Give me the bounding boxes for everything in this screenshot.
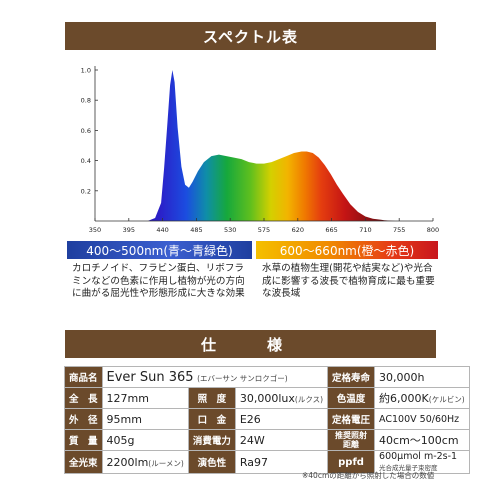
x-tick-label: 440 bbox=[156, 226, 168, 234]
spec-value: Ra97 bbox=[234, 450, 329, 474]
spec-value: 約6,000K(ケルビン) bbox=[374, 387, 470, 409]
y-tick-label: 0.2 bbox=[81, 187, 91, 195]
spectrum-title-banner: スペクトル表 bbox=[65, 22, 436, 50]
spec-label: 消費電力 bbox=[187, 429, 236, 451]
x-tick-label: 350 bbox=[89, 226, 101, 234]
spec-value: 600μmol m-2s-1 光合成光量子束密度 bbox=[374, 450, 470, 474]
blue-band-label: 400〜500nm(青〜青緑色) bbox=[67, 241, 252, 259]
red-band-text: 600〜660nm(橙〜赤色) bbox=[279, 243, 415, 258]
illuminance-unit: (ルクス) bbox=[294, 394, 324, 404]
ppfd-value: 600μmol m-2s-1 bbox=[379, 451, 458, 462]
spec-title-banner: 仕 様 bbox=[65, 330, 436, 358]
spec-value: 30,000lux(ルクス) bbox=[234, 387, 329, 409]
spec-label: 外 径 bbox=[64, 408, 103, 430]
blue-band-description: カロチノイド、フラビン蛋白、リボフラミンなどの色素に作用し植物が光の方向に曲がる… bbox=[72, 263, 245, 299]
ppfd-caption: 光合成光量子束密度 bbox=[379, 464, 438, 472]
spec-value: 30,000h bbox=[374, 366, 470, 388]
spectrum-chart-svg: 0.2 0.4 0.6 0.8 1.0 350 395 440 485 530 575 620 665 7… bbox=[81, 66, 439, 234]
spec-label: 全光束 bbox=[64, 450, 103, 474]
table-row: 質 量 405g 消費電力 24W 推奨照射距離 40cm〜100cm bbox=[64, 429, 470, 451]
spec-value: 127mm bbox=[101, 387, 189, 409]
product-name: Ever Sun 365 bbox=[106, 369, 194, 385]
spec-value: 95mm bbox=[101, 408, 189, 430]
illuminance-value: 30,000lux bbox=[239, 391, 295, 405]
x-tick-label: 395 bbox=[123, 226, 135, 234]
x-tick-label: 575 bbox=[258, 226, 270, 234]
color-temp-value: 約6,000K bbox=[379, 392, 429, 405]
product-name-reading: (エバーサン サンロクゴー) bbox=[197, 373, 288, 383]
spec-value: Ever Sun 365 (エバーサン サンロクゴー) bbox=[101, 366, 329, 388]
luminous-flux-unit: (ルーメン) bbox=[148, 458, 184, 468]
spec-label: 色温度 bbox=[327, 387, 376, 409]
luminous-flux-value: 2200lm bbox=[106, 455, 149, 469]
x-tick-label: 755 bbox=[393, 226, 405, 234]
x-tick-label: 665 bbox=[325, 226, 337, 234]
y-tick-label: 0.6 bbox=[81, 127, 91, 135]
spectrum-area bbox=[95, 70, 433, 221]
red-band-label: 600〜660nm(橙〜赤色) bbox=[256, 241, 438, 259]
x-tick-label: 800 bbox=[427, 226, 439, 234]
color-temp-unit: (ケルビン) bbox=[428, 395, 465, 404]
spectrum-title: スペクトル表 bbox=[203, 27, 298, 46]
footnote: ※40cmの距離から照射した場合の数値 bbox=[302, 471, 435, 480]
spec-label: 全 長 bbox=[64, 387, 103, 409]
table-row: 全光束 2200lm(ルーメン) 演色性 Ra97 ppfd 600μmol m… bbox=[64, 450, 470, 474]
spectrum-chart: 0.2 0.4 0.6 0.8 1.0 350 395 440 485 530 575 620 665 7… bbox=[65, 60, 445, 240]
table-row: 全 長 127mm 照 度 30,000lux(ルクス) 色温度 約6,000K… bbox=[64, 387, 470, 409]
table-row: 外 径 95mm 口 金 E26 定格電圧 AC100V 50/60Hz bbox=[64, 408, 470, 430]
spec-value: E26 bbox=[234, 408, 329, 430]
x-tick-label: 530 bbox=[224, 226, 236, 234]
x-tick-label: 485 bbox=[190, 226, 202, 234]
y-tick-label: 0.4 bbox=[81, 157, 91, 165]
spec-label: 照 度 bbox=[187, 387, 236, 409]
spec-value: 40cm〜100cm bbox=[374, 429, 470, 451]
spec-table: 商品名 Ever Sun 365 (エバーサン サンロクゴー) 定格寿命 30,… bbox=[64, 366, 470, 474]
table-row: 商品名 Ever Sun 365 (エバーサン サンロクゴー) 定格寿命 30,… bbox=[64, 366, 470, 388]
y-tick-label: 0.8 bbox=[81, 97, 91, 105]
spec-label: ppfd bbox=[327, 450, 376, 474]
spec-label: 定格電圧 bbox=[327, 408, 376, 430]
x-tick-label: 710 bbox=[359, 226, 371, 234]
y-tick-label: 1.0 bbox=[81, 67, 91, 75]
spec-label: 演色性 bbox=[187, 450, 236, 474]
spec-value: 405g bbox=[101, 429, 189, 451]
spec-value: 2200lm(ルーメン) bbox=[101, 450, 189, 474]
red-band-description: 水草の植物生理(開花や結実など)や光合成に影響する波長で植物育成に最も重要な波長… bbox=[262, 263, 435, 299]
spec-label: 商品名 bbox=[64, 366, 103, 388]
spec-label: 定格寿命 bbox=[327, 366, 376, 388]
spec-label: 口 金 bbox=[187, 408, 236, 430]
x-tick-label: 620 bbox=[292, 226, 304, 234]
spec-title: 仕 様 bbox=[200, 335, 300, 354]
blue-band-text: 400〜500nm(青〜青緑色) bbox=[86, 243, 233, 258]
spec-label: 質 量 bbox=[64, 429, 103, 451]
spec-label: 推奨照射距離 bbox=[327, 429, 376, 451]
spec-value: AC100V 50/60Hz bbox=[374, 408, 470, 430]
spec-value: 24W bbox=[234, 429, 329, 451]
